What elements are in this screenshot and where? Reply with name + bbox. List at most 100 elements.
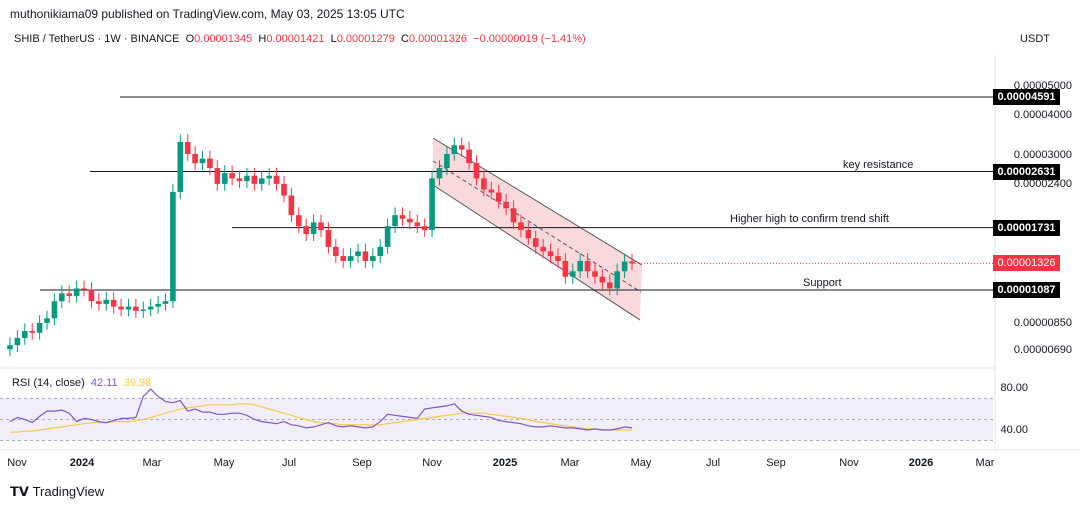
candle-body	[555, 256, 561, 261]
candle-body	[288, 195, 295, 216]
candle-body	[547, 251, 554, 257]
candle-body	[207, 158, 213, 169]
candle-body	[7, 345, 13, 350]
time-axis-label: Mar	[560, 457, 580, 469]
candle-body	[66, 293, 73, 296]
rsi-legend: RSI (14, close) 42.11 39.98	[12, 377, 151, 389]
rsi-axis-label: 40.00	[1000, 424, 1028, 436]
candle-body	[303, 226, 309, 235]
time-axis-label: Mar	[142, 457, 162, 469]
candle-body	[436, 168, 443, 179]
candle-body	[488, 189, 495, 193]
candle-body	[244, 175, 250, 182]
candle-body	[629, 261, 635, 264]
candle-body	[118, 306, 124, 310]
price-tag-4591: 0.00004591	[993, 89, 1060, 105]
candle-body	[599, 276, 606, 283]
price-tag-2631: 0.00002631	[993, 164, 1060, 180]
candle-body	[88, 289, 95, 302]
close-value: 0.00001326	[408, 33, 468, 45]
high-label: H	[258, 33, 267, 45]
candle-body	[362, 251, 369, 261]
time-axis-label: May	[213, 457, 235, 469]
time-axis-label: 2026	[908, 457, 934, 469]
tv-logo-icon: 𝗧𝗩	[10, 484, 29, 499]
candle-body	[414, 222, 421, 227]
rsi-line	[9, 388, 633, 431]
candle-body	[258, 178, 265, 184]
candle-body	[22, 331, 28, 338]
rsi-ma-value: 39.98	[123, 377, 152, 389]
candle-body	[81, 288, 87, 290]
candle-body	[73, 288, 80, 296]
candle-body	[451, 145, 458, 154]
candle-body	[340, 256, 347, 261]
candle-body	[473, 163, 480, 179]
tradingview-logo[interactable]: 𝗧𝗩 TradingView	[10, 484, 104, 500]
candle-body	[273, 175, 280, 184]
open-value: 0.00001345	[194, 33, 253, 45]
candle-body	[429, 178, 435, 231]
candle-body	[251, 175, 258, 184]
candle-body	[170, 191, 176, 302]
candle-body	[221, 173, 228, 184]
time-axis-label: 2025	[492, 457, 518, 469]
open-label: O	[185, 33, 195, 45]
candle-body	[281, 183, 287, 196]
candle-body	[103, 299, 110, 304]
last-price-tag: 0.00001326	[993, 255, 1060, 271]
candle-body	[518, 222, 524, 231]
rsi-axis-label: 80.00	[1000, 382, 1028, 394]
low-value: 0.00001279	[336, 33, 395, 45]
price-axis-label: 0.00004000	[1013, 109, 1072, 121]
candle-body	[399, 215, 406, 219]
candle-body	[503, 201, 509, 209]
candle-body	[199, 158, 206, 164]
candle-body	[59, 293, 65, 302]
candle-body	[184, 142, 191, 154]
candle-body	[133, 306, 139, 311]
symbol-name[interactable]: SHIB / TetherUS · 1W · BINANCE	[14, 33, 180, 45]
published-info: muthonikiama09 published on TradingView.…	[10, 7, 405, 21]
rsi-ma-line	[10, 403, 632, 433]
candle-body	[421, 226, 428, 231]
candle-body	[614, 271, 620, 289]
candle-body	[125, 306, 132, 310]
time-axis-label: 2024	[69, 457, 95, 469]
candle-body	[14, 337, 21, 346]
time-axis-label: Mar	[975, 457, 995, 469]
candle-body	[162, 301, 169, 304]
candle-body	[481, 178, 487, 190]
rsi-value: 42.11	[90, 377, 118, 389]
candle-body	[177, 142, 184, 192]
candle-body	[562, 260, 569, 277]
channel-lower-line	[432, 184, 641, 321]
rsi-label[interactable]: RSI (14, close)	[12, 377, 85, 389]
candle-body	[110, 299, 117, 307]
time-axis-label: Jul	[281, 457, 297, 469]
candle-body	[192, 153, 198, 164]
candle-body	[236, 178, 243, 182]
candle-body	[510, 208, 517, 223]
time-axis-label: Jul	[705, 457, 721, 469]
price-axis-label: 0.00003000	[1013, 149, 1072, 161]
price-axis-label: 0.00002400	[1013, 178, 1072, 190]
quote-currency[interactable]: USDT	[1020, 33, 1050, 45]
candle-body	[592, 271, 598, 277]
candle-body	[310, 222, 317, 235]
candle-body	[621, 261, 628, 272]
price-axis-label: 0.00000850	[1013, 317, 1072, 329]
price-tag-1731: 0.00001731	[993, 220, 1060, 236]
candle-body	[444, 153, 450, 169]
candle-body	[214, 168, 221, 184]
candle-body	[466, 149, 472, 164]
support-label: Support	[803, 277, 842, 289]
candle-body	[333, 246, 339, 257]
symbol-legend: SHIB / TetherUS · 1W · BINANCE O0.000013…	[14, 33, 586, 45]
candle-body	[355, 251, 361, 257]
candle-body	[584, 260, 591, 272]
candle-body	[266, 175, 272, 179]
candle-body	[325, 230, 332, 247]
candle-body	[377, 246, 384, 257]
